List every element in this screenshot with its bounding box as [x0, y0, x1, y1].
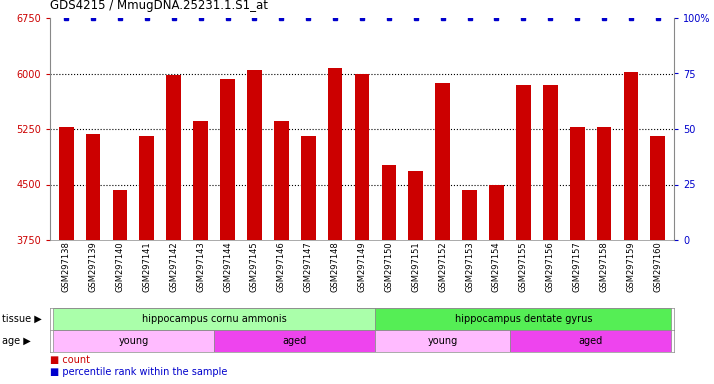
Text: GSM297154: GSM297154 [492, 242, 501, 292]
Text: GSM297158: GSM297158 [600, 242, 608, 292]
Bar [193, 121, 208, 240]
Text: GDS4215 / MmugDNA.25231.1.S1_at: GDS4215 / MmugDNA.25231.1.S1_at [50, 0, 268, 12]
Text: GSM297139: GSM297139 [89, 242, 98, 292]
Bar [86, 134, 101, 240]
Bar [376, 308, 671, 330]
Text: hippocampus cornu ammonis: hippocampus cornu ammonis [141, 314, 286, 324]
Bar [247, 70, 262, 240]
Bar [220, 79, 235, 240]
Text: ■ percentile rank within the sample: ■ percentile rank within the sample [50, 367, 227, 377]
Text: GSM297142: GSM297142 [169, 242, 178, 292]
Bar [355, 73, 369, 240]
Bar [597, 127, 611, 240]
Bar [436, 83, 450, 240]
Bar [543, 85, 558, 240]
Text: hippocampus dentate gyrus: hippocampus dentate gyrus [455, 314, 592, 324]
Text: GSM297157: GSM297157 [573, 242, 582, 292]
Bar [274, 121, 288, 240]
Bar [166, 75, 181, 240]
Bar [516, 85, 531, 240]
Bar [113, 190, 127, 240]
Text: GSM297143: GSM297143 [196, 242, 205, 292]
Text: ■ count: ■ count [50, 355, 90, 365]
Text: GSM297151: GSM297151 [411, 242, 421, 292]
Bar [53, 308, 376, 330]
Text: GSM297155: GSM297155 [519, 242, 528, 292]
Bar [53, 330, 214, 352]
Text: GSM297148: GSM297148 [331, 242, 340, 292]
Text: GSM297147: GSM297147 [303, 242, 313, 292]
Text: GSM297140: GSM297140 [116, 242, 124, 292]
Bar [623, 72, 638, 240]
Text: tissue ▶: tissue ▶ [2, 314, 41, 324]
Bar [510, 330, 671, 352]
Bar [301, 136, 316, 240]
Bar [214, 330, 376, 352]
Text: GSM297138: GSM297138 [61, 242, 71, 292]
Text: GSM297146: GSM297146 [277, 242, 286, 292]
Bar [650, 136, 665, 240]
Bar [408, 171, 423, 240]
Text: GSM297150: GSM297150 [384, 242, 393, 292]
Bar [59, 127, 74, 240]
Text: GSM297141: GSM297141 [142, 242, 151, 292]
Bar [139, 136, 154, 240]
Text: GSM297159: GSM297159 [626, 242, 635, 292]
Text: GSM297144: GSM297144 [223, 242, 232, 292]
Text: GSM297153: GSM297153 [465, 242, 474, 292]
Text: GSM297160: GSM297160 [653, 242, 663, 292]
Bar [570, 127, 585, 240]
Text: aged: aged [283, 336, 307, 346]
Text: age ▶: age ▶ [2, 336, 31, 346]
Text: GSM297152: GSM297152 [438, 242, 447, 292]
Text: aged: aged [578, 336, 603, 346]
Text: GSM297156: GSM297156 [545, 242, 555, 292]
Bar [381, 164, 396, 240]
Bar [328, 68, 343, 240]
Text: young: young [428, 336, 458, 346]
Text: young: young [119, 336, 149, 346]
Text: GSM297145: GSM297145 [250, 242, 259, 292]
Bar [462, 190, 477, 240]
Bar [376, 330, 510, 352]
Bar [489, 184, 504, 240]
Text: GSM297149: GSM297149 [358, 242, 366, 292]
